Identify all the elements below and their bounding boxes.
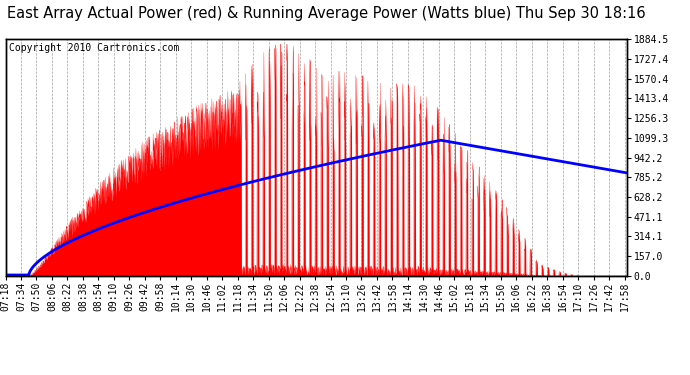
Text: East Array Actual Power (red) & Running Average Power (Watts blue) Thu Sep 30 18: East Array Actual Power (red) & Running … xyxy=(7,6,646,21)
Text: Copyright 2010 Cartronics.com: Copyright 2010 Cartronics.com xyxy=(8,43,179,53)
